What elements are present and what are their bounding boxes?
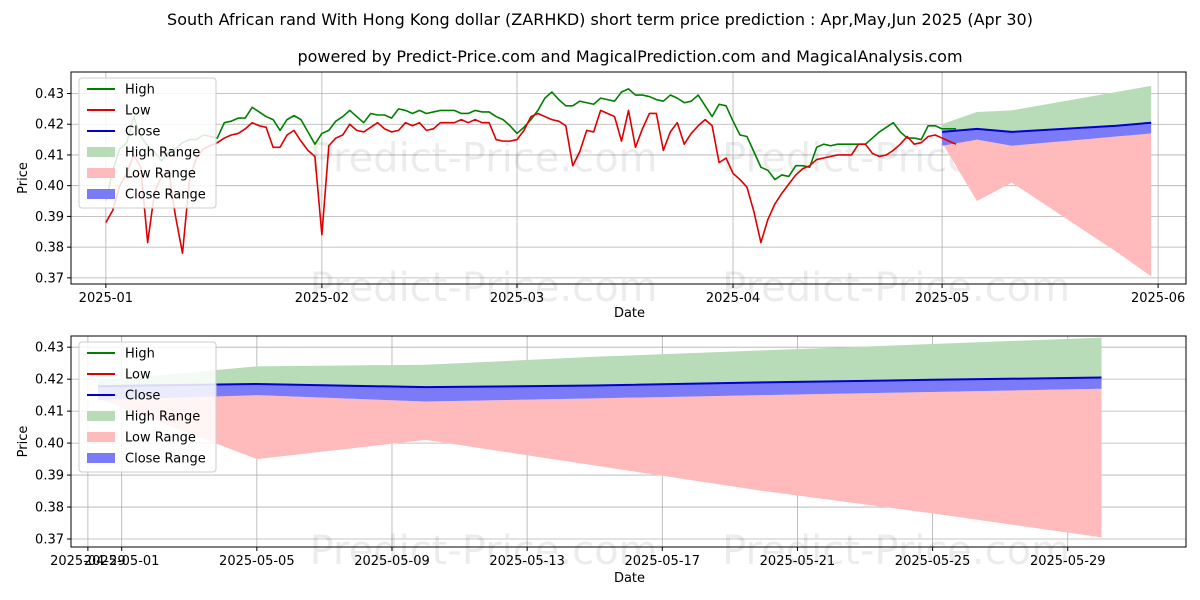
high-range-band <box>942 85 1152 132</box>
y-axis-label: Price <box>16 162 31 194</box>
y-tick-label: 0.42 <box>35 118 64 133</box>
legend-high-range-swatch <box>87 147 115 157</box>
legend: High Low Close High Range Low Range Close Ran… <box>78 341 217 473</box>
plot-area <box>98 337 1102 538</box>
legend-close-label: Close <box>125 389 160 404</box>
axes-frame <box>70 71 1187 285</box>
x-tick-label: 2025-05-17 <box>625 554 701 569</box>
legend-high-label: High <box>125 83 155 98</box>
x-axis-label: Date <box>614 306 645 321</box>
y-tick-label: 0.37 <box>35 533 64 548</box>
legend-low-range-label: Low Range <box>125 431 196 446</box>
chart-title: South African rand With Hong Kong dollar… <box>167 10 1033 29</box>
watermark-text: Predict-Price.com <box>310 528 658 574</box>
legend-close-label: Close <box>125 125 160 140</box>
plot-area <box>105 85 1152 277</box>
legend-high-range-label: High Range <box>125 410 200 425</box>
y-tick-label: 0.41 <box>35 405 64 420</box>
low-range-band <box>98 388 1102 538</box>
x-axis-label: Date <box>614 571 645 586</box>
legend-low-range-swatch <box>87 432 115 442</box>
lower-plot: Predict-Price.comPredict-Price.comPredic… <box>16 335 1187 586</box>
x-tick-label: 2025-05 <box>915 291 969 306</box>
low-series-line <box>105 109 957 255</box>
legend-close-range-swatch <box>87 453 115 463</box>
y-tick-label: 0.40 <box>35 437 64 452</box>
legend-high-range-label: High Range <box>125 146 200 161</box>
watermark-text: Predict-Price.com <box>310 265 658 311</box>
y-tick-label: 0.40 <box>35 179 64 194</box>
close-series-line <box>98 376 1102 389</box>
x-tick-label: 2025-05-25 <box>895 554 971 569</box>
x-tick-label: 2025-05-09 <box>354 554 430 569</box>
x-tick-label: 2025-06 <box>1131 291 1185 306</box>
y-tick-label: 0.38 <box>35 241 64 256</box>
legend-low-range-label: Low Range <box>125 167 196 182</box>
x-tick-label: 2025-05-01 <box>84 554 160 569</box>
legend-close-range-swatch <box>87 189 115 199</box>
legend-low-label: Low <box>125 104 151 119</box>
y-tick-label: 0.39 <box>35 469 64 484</box>
x-tick-label: 2025-05-05 <box>219 554 295 569</box>
x-tick-label: 2025-03 <box>490 291 544 306</box>
y-axis-label: Price <box>16 426 31 458</box>
y-tick-label: 0.37 <box>35 271 64 286</box>
x-tick-label: 2025-04-29 <box>50 554 126 569</box>
x-tick-label: 2025-05-13 <box>489 554 565 569</box>
y-tick-label: 0.41 <box>35 148 64 163</box>
watermark-text: Predict-Price.com <box>310 136 658 182</box>
chart-subtitle: powered by Predict-Price.com and Magical… <box>297 47 962 66</box>
x-tick-label: 2025-05-29 <box>1030 554 1106 569</box>
y-tick-label: 0.42 <box>35 373 64 388</box>
close-range-band <box>942 122 1152 146</box>
close-series-line <box>942 121 1152 133</box>
y-tick-label: 0.38 <box>35 501 64 516</box>
upper-plot: Predict-Price.com Predict-Price.com Predic… <box>16 71 1187 321</box>
x-tick-label: 2025-05-21 <box>760 554 836 569</box>
axes-frame <box>70 335 1187 548</box>
legend-low-range-swatch <box>87 168 115 178</box>
legend-high-label: High <box>125 347 155 362</box>
legend: High Low Close High Range Low Range Close Ran… <box>78 77 217 209</box>
legend-high-range-swatch <box>87 411 115 421</box>
high-series-line <box>105 88 957 202</box>
legend-close-range-label: Close Range <box>125 188 206 203</box>
watermark-text: Predict-Price.com <box>722 265 1070 311</box>
y-tick-label: 0.43 <box>35 341 64 356</box>
y-tick-label: 0.43 <box>35 87 64 102</box>
y-tick-label: 0.39 <box>35 210 64 225</box>
legend-close-range-label: Close Range <box>125 452 206 467</box>
x-tick-label: 2025-01 <box>79 291 133 306</box>
x-tick-label: 2025-04 <box>706 291 760 306</box>
high-range-band <box>98 337 1102 388</box>
x-tick-label: 2025-02 <box>295 291 349 306</box>
close-range-band <box>98 377 1102 402</box>
watermark-text: Predict-Price.com <box>722 528 1070 574</box>
legend-low-label: Low <box>125 368 151 383</box>
low-range-band <box>942 133 1152 277</box>
